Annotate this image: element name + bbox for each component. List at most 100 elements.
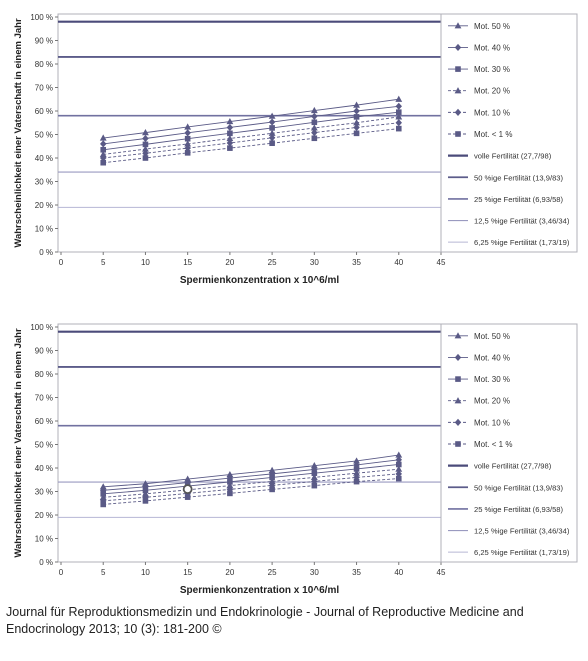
top-series-line bbox=[103, 98, 399, 139]
top-y-tick-label: 60 % bbox=[35, 107, 53, 116]
bottom-x-tick-label: 5 bbox=[101, 568, 106, 577]
top-series-point bbox=[268, 112, 276, 119]
top-series-line bbox=[103, 111, 399, 151]
bottom-y-tick-label: 0 % bbox=[39, 558, 53, 567]
top-x-tick-label: 15 bbox=[183, 258, 192, 267]
top-legend-label: 25 %ige Fertilität (6,93/58) bbox=[474, 195, 564, 204]
top-legend-marker bbox=[454, 108, 462, 116]
top-series-point bbox=[226, 117, 234, 125]
bottom-x-tick-label: 0 bbox=[59, 568, 64, 577]
top-series-point bbox=[353, 101, 360, 108]
top-series-point bbox=[353, 123, 360, 132]
top-y-tick-label: 80 % bbox=[35, 60, 53, 69]
top-series-point bbox=[269, 140, 275, 146]
top-series-point bbox=[311, 112, 318, 121]
top-legend-label: 6,25 %ige Fertilität (1,73/19) bbox=[474, 238, 570, 247]
top-legend-marker bbox=[454, 22, 462, 29]
bottom-y-tick-label: 60 % bbox=[35, 417, 53, 426]
bottom-x-tick-label: 25 bbox=[268, 568, 277, 577]
top-series-point bbox=[142, 149, 149, 157]
top-legend-label: Mot. 40 % bbox=[474, 43, 510, 52]
bottom-y-tick-label: 20 % bbox=[35, 511, 53, 520]
bottom-series-point bbox=[269, 474, 275, 481]
bottom-series-point bbox=[142, 498, 149, 504]
top-series-point bbox=[184, 150, 191, 156]
bottom-y-tick-label: 30 % bbox=[35, 488, 53, 497]
top-series-point bbox=[311, 135, 318, 142]
top-legend-label: Mot. < 1 % bbox=[474, 130, 512, 139]
top-series-point bbox=[353, 114, 360, 120]
top-series-point bbox=[99, 150, 107, 158]
bottom-series-point bbox=[353, 478, 360, 485]
top-series-point bbox=[395, 109, 402, 115]
top-y-axis-label: Wahrscheinlichkeit einer Vaterschaft in … bbox=[13, 18, 24, 248]
bottom-y-tick-label: 80 % bbox=[35, 370, 53, 379]
bottom-series-point bbox=[226, 470, 234, 478]
caption-line-2: Endocrinology 2013; 10 (3): 181-200 © bbox=[6, 622, 222, 636]
top-series-point bbox=[100, 159, 107, 166]
bottom-x-tick-label: 30 bbox=[310, 568, 319, 577]
top-series-point bbox=[310, 124, 318, 131]
top-y-tick-label: 20 % bbox=[35, 201, 53, 210]
bottom-series-point bbox=[395, 451, 403, 458]
chart-panel-bottom: 0 % 10 % 20 % 30 % 40 % 50 % 60 % 70 % 80 % 90 % 1… bbox=[0, 310, 588, 610]
bottom-series-point bbox=[395, 470, 402, 478]
top-series-point bbox=[353, 107, 360, 115]
top-x-axis-label: Spermienkonzentration x 10^6/ml bbox=[180, 275, 339, 286]
top-legend-label: 12,5 %ige Fertilität (3,46/34) bbox=[474, 217, 570, 226]
top-series-point bbox=[226, 134, 234, 142]
top-legend-marker bbox=[454, 87, 462, 94]
top-y-tick-label: 70 % bbox=[35, 84, 53, 93]
top-x-tick-label: 25 bbox=[268, 258, 277, 267]
bottom-series-point bbox=[142, 490, 149, 497]
bottom-y-tick-label: 90 % bbox=[35, 347, 53, 356]
bottom-x-axis-label: Spermienkonzentration x 10^6/ml bbox=[180, 585, 339, 596]
bottom-series-point bbox=[310, 473, 318, 480]
top-series-point bbox=[100, 140, 107, 148]
bottom-series-point bbox=[99, 493, 107, 500]
top-series-point bbox=[184, 123, 192, 130]
bottom-legend-label: Mot. 40 % bbox=[474, 353, 510, 362]
bottom-legend-label: Mot. 20 % bbox=[474, 397, 510, 406]
top-series-point bbox=[395, 102, 402, 110]
bottom-series-point bbox=[353, 457, 360, 464]
bottom-series-point bbox=[99, 483, 107, 490]
chart-panel-top: 0 % 10 % 20 % 30 % 40 % 50 % 60 % 70 % 80 % 90 % 1… bbox=[0, 0, 588, 300]
top-series-point bbox=[353, 130, 360, 137]
top-legend-marker bbox=[455, 66, 461, 72]
bottom-legend-label: 50 %ige Fertilität (13,9/83) bbox=[474, 483, 564, 492]
top-series-point bbox=[395, 119, 402, 127]
top-y-tick-label: 10 % bbox=[35, 225, 53, 234]
bottom-x-tick-label: 20 bbox=[225, 568, 234, 577]
top-series-point bbox=[100, 146, 107, 153]
bottom-legend-label: 25 %ige Fertilität (6,93/58) bbox=[474, 505, 564, 514]
bottom-highlight-point bbox=[182, 484, 193, 495]
top-series-point bbox=[395, 125, 402, 132]
bottom-y-tick-label: 40 % bbox=[35, 464, 53, 473]
top-plot-area bbox=[57, 13, 442, 253]
top-series-point bbox=[268, 134, 276, 142]
bottom-legend-label: 6,25 %ige Fertilität (1,73/19) bbox=[474, 548, 570, 557]
bottom-series-point bbox=[184, 494, 191, 500]
top-x-tick-label: 20 bbox=[225, 258, 234, 267]
bottom-legend-label: Mot. 50 % bbox=[474, 332, 510, 341]
chart-top: 0 % 10 % 20 % 30 % 40 % 50 % 60 % 70 % 80 % 90 % 1… bbox=[13, 13, 578, 286]
bottom-series-line bbox=[103, 473, 399, 502]
bottom-series-line bbox=[103, 459, 399, 491]
bottom-legend-marker bbox=[455, 376, 461, 382]
top-y-tick-label: 90 % bbox=[35, 37, 53, 46]
bottom-series-point bbox=[226, 482, 234, 489]
bottom-x-tick-label: 35 bbox=[352, 568, 361, 577]
bottom-y-tick-label: 100 % bbox=[30, 323, 53, 332]
top-series-point bbox=[226, 123, 234, 132]
top-series-point bbox=[353, 119, 360, 126]
caption-line-1: Journal für Reproduktionsmedizin und End… bbox=[6, 605, 524, 619]
top-series-line bbox=[103, 105, 399, 145]
bottom-series-point bbox=[353, 469, 360, 476]
top-legend-marker bbox=[454, 43, 462, 52]
bottom-legend-box bbox=[440, 323, 578, 563]
bottom-series-point bbox=[227, 490, 233, 497]
bottom-y-tick-label: 70 % bbox=[35, 394, 53, 403]
top-legend-label: Mot. 50 % bbox=[474, 22, 510, 31]
bottom-legend-marker bbox=[454, 397, 462, 404]
